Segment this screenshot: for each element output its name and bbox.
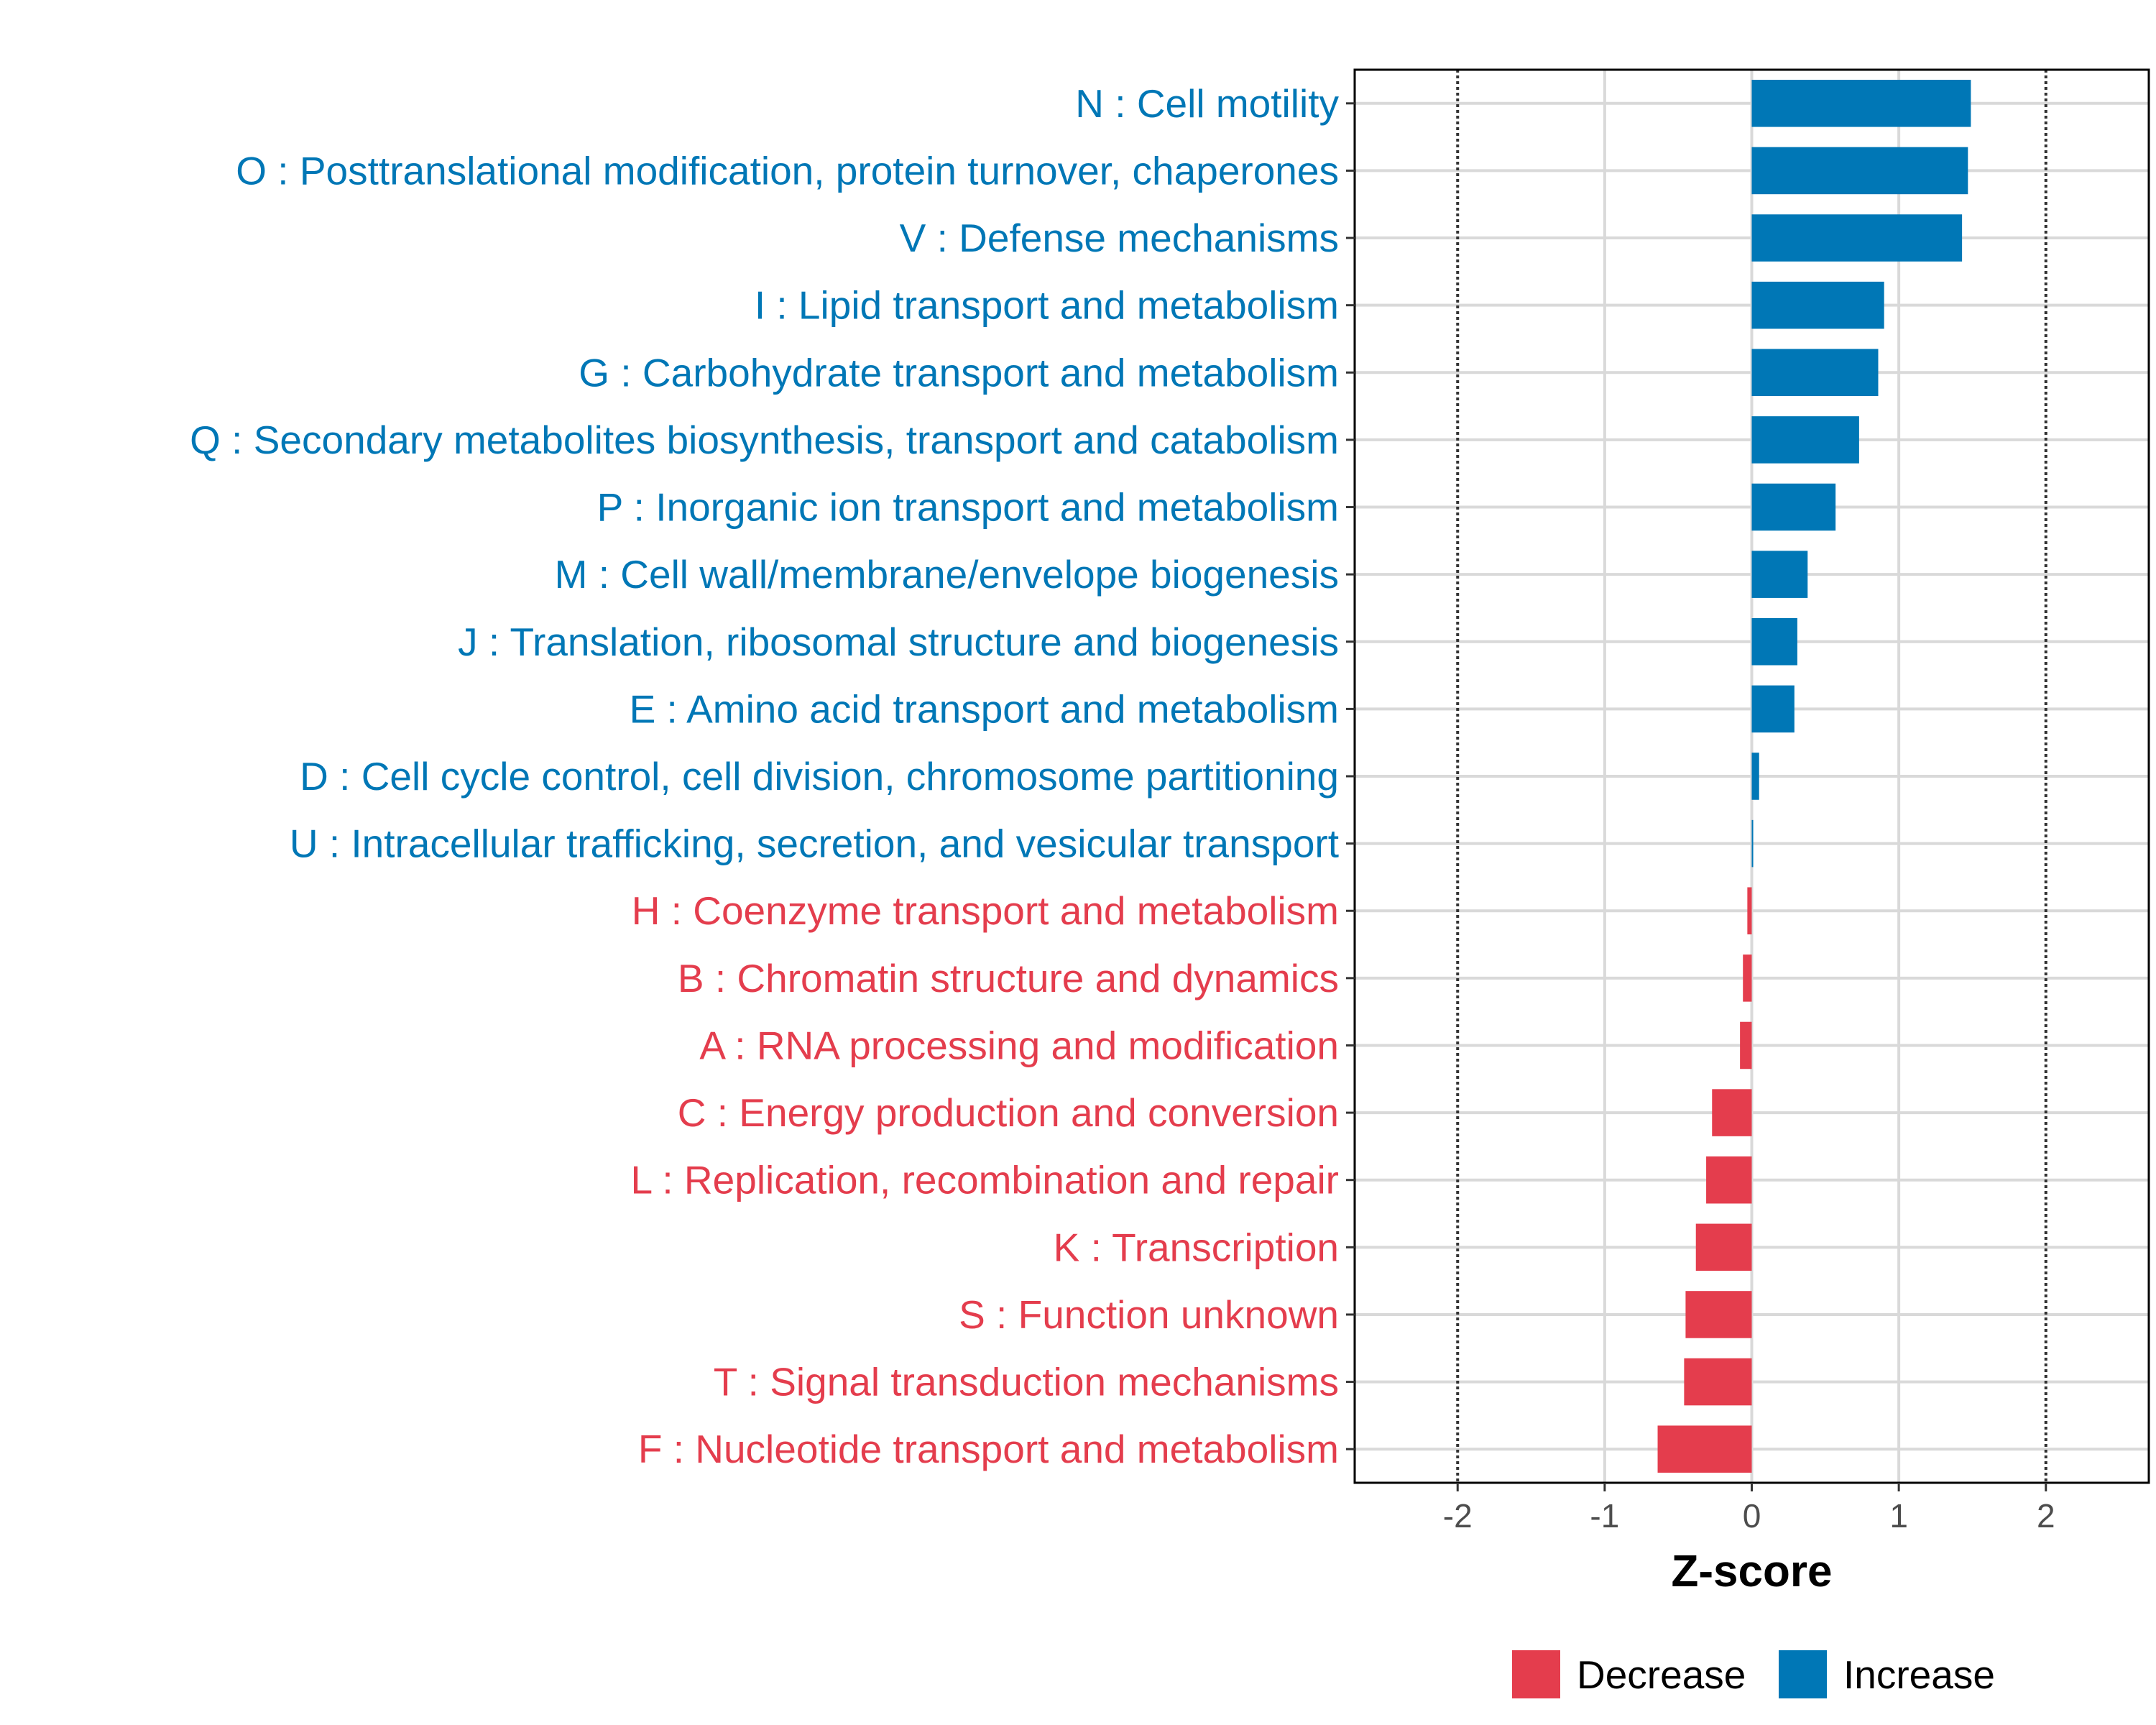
x-tick-layer: -2 -1 0 1 2 [1443, 1483, 2055, 1535]
category-label: K : Transcription [1054, 1225, 1339, 1269]
legend-label: Decrease [1577, 1652, 1746, 1697]
bar [1751, 753, 1759, 800]
bar [1740, 1021, 1752, 1070]
bar [1684, 1358, 1752, 1406]
legend-swatch [1512, 1650, 1560, 1698]
bar [1751, 685, 1795, 733]
category-label: C : Energy production and conversion [678, 1090, 1339, 1135]
bar [1712, 1089, 1752, 1136]
bar [1751, 281, 1884, 329]
legend: Decrease Increase [1512, 1650, 1995, 1698]
legend-label: Increase [1843, 1652, 1995, 1697]
x-axis-title: Z-score [1672, 1547, 1833, 1596]
y-tick-layer: N : Cell motility O : Posttranslational m… [190, 81, 1355, 1471]
category-label: O : Posttranslational modification, prot… [236, 148, 1339, 193]
category-label: B : Chromatin structure and dynamics [678, 956, 1339, 1000]
category-label: T : Signal transduction mechanisms [714, 1360, 1339, 1404]
category-label: J : Translation, ribosomal structure and… [458, 620, 1339, 664]
category-label: A : RNA processing and modification [699, 1023, 1339, 1067]
category-label: V : Defense mechanisms [900, 216, 1339, 260]
bar [1685, 1291, 1752, 1338]
bar [1751, 214, 1963, 262]
bar [1695, 1223, 1752, 1271]
category-label: F : Nucleotide transport and metabolism [638, 1427, 1339, 1471]
legend-swatch [1779, 1650, 1827, 1698]
x-tick-label: 0 [1743, 1497, 1761, 1535]
bar [1743, 954, 1752, 1002]
bar [1751, 349, 1879, 397]
bar-layer [1657, 80, 1971, 1473]
category-label: H : Coenzyme transport and metabolism [632, 888, 1339, 933]
category-label: U : Intracellular trafficking, secretion… [290, 822, 1339, 866]
bar [1751, 80, 1971, 127]
category-label: G : Carbohydrate transport and metabolis… [579, 350, 1339, 395]
category-label: I : Lipid transport and metabolism [755, 283, 1339, 328]
bar [1751, 147, 1968, 195]
bar [1751, 483, 1836, 531]
category-label: D : Cell cycle control, cell division, c… [300, 754, 1339, 799]
category-label: L : Replication, recombination and repai… [631, 1158, 1339, 1202]
bar [1751, 617, 1797, 666]
bar [1706, 1156, 1752, 1204]
category-label: E : Amino acid transport and metabolism [630, 686, 1339, 731]
x-tick-label: -1 [1590, 1497, 1619, 1535]
x-tick-label: 1 [1889, 1497, 1908, 1535]
category-label: N : Cell motility [1075, 81, 1339, 126]
bar [1751, 819, 1754, 868]
x-tick-label: -2 [1443, 1497, 1473, 1535]
category-label: M : Cell wall/membrane/envelope biogenes… [555, 552, 1339, 597]
category-label: P : Inorganic ion transport and metaboli… [597, 485, 1339, 530]
category-label: Q : Secondary metabolites biosynthesis, … [190, 418, 1339, 462]
x-tick-label: 2 [2037, 1497, 2055, 1535]
bar [1657, 1425, 1752, 1473]
bar [1747, 887, 1752, 935]
category-label: S : Function unknown [959, 1292, 1339, 1337]
bar [1751, 416, 1859, 464]
bar [1751, 551, 1808, 598]
